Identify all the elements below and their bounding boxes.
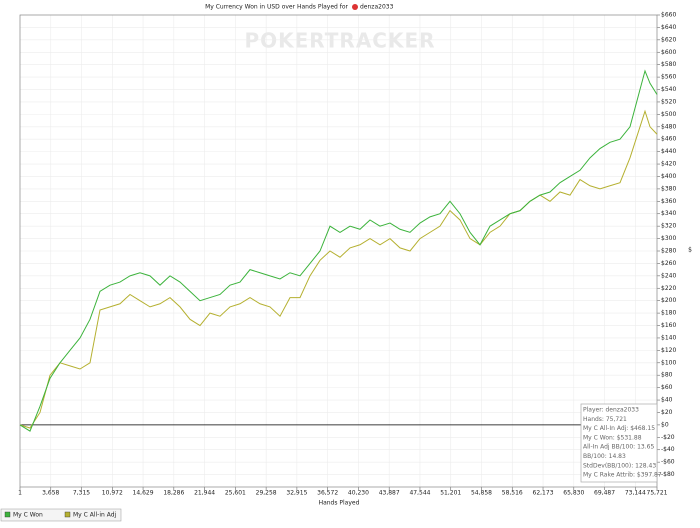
x-tick-label: 69,487 (594, 490, 615, 497)
y-tick-label: $300 (661, 235, 676, 242)
y-tick-label: $240 (661, 272, 676, 279)
y-tick-label: $20 (661, 409, 673, 416)
info-line: My C Rake Attrib: $397.87 (583, 472, 662, 479)
y-tick-label: $420 (661, 161, 676, 168)
x-tick-label: 51,201 (440, 490, 461, 497)
chart-player: denza2033 (360, 4, 394, 11)
info-line: StdDev(BB/100): 128.43 (583, 462, 656, 469)
x-tick-label: 3,658 (42, 490, 59, 497)
y-tick-label: $320 (661, 223, 676, 230)
x-tick-label: 29,258 (256, 490, 277, 497)
y-tick-label: $640 (661, 24, 676, 31)
info-line: BB/100: 14.83 (583, 453, 626, 460)
y-tick-label: $520 (661, 98, 676, 105)
legend-box (0, 508, 122, 522)
y-tick-label: $400 (661, 173, 676, 180)
y-tick-label: $100 (661, 359, 676, 366)
y-tick-label: $80 (661, 372, 673, 379)
info-line: My C Won: $531.88 (583, 434, 642, 441)
x-tick-label: 43,887 (379, 490, 400, 497)
y-tick-label: -$80 (661, 471, 675, 478)
x-tick-label: 10,972 (102, 490, 123, 497)
player-icon (352, 4, 358, 10)
x-tick-label: 73,144 (625, 490, 646, 497)
info-line: Hands: 75,721 (583, 416, 627, 423)
x-tick-label: 18,286 (163, 490, 184, 497)
chart-title: My Currency Won in USD over Hands Played… (205, 4, 348, 11)
y-tick-label: $340 (661, 210, 676, 217)
watermark: POKERTRACKER (244, 29, 435, 53)
y-tick-label: $0 (661, 421, 669, 428)
x-tick-label: 36,572 (317, 490, 338, 497)
y-tick-label: $40 (661, 397, 673, 404)
y-tick-label: $660 (661, 12, 676, 19)
y-tick-label: $440 (661, 148, 676, 155)
y-tick-label: $580 (661, 61, 676, 68)
x-tick-label: 65,830 (563, 490, 584, 497)
x-tick-label: 7,315 (73, 490, 90, 497)
series-line (19, 109, 658, 429)
y-tick-label: $600 (661, 49, 676, 56)
y-tick-label: $380 (661, 185, 676, 192)
y-tick-label: $120 (661, 347, 676, 354)
y-tick-label: $220 (661, 285, 676, 292)
x-tick-label: 1 (18, 490, 22, 497)
x-tick-label: 25,601 (225, 490, 246, 497)
y-tick-label: -$60 (661, 459, 675, 466)
y-tick-label: $540 (661, 86, 676, 93)
y-tick-label: $60 (661, 384, 673, 391)
x-tick-label: 40,230 (348, 490, 369, 497)
info-line: My C All-In Adj: $468.15 (583, 425, 655, 432)
x-tick-label: 54,858 (471, 490, 492, 497)
y-tick-label: $500 (661, 111, 676, 118)
y-tick-label: $560 (661, 74, 676, 81)
y-tick-label: $200 (661, 297, 676, 304)
y-tick-label: $480 (661, 123, 676, 130)
x-tick-label: 21,944 (194, 490, 215, 497)
y-tick-label: $280 (661, 248, 676, 255)
legend-label: My C Won (13, 512, 43, 519)
y-tick-label: -$40 (661, 446, 675, 453)
y-tick-label: $360 (661, 198, 676, 205)
legend-swatch (64, 511, 71, 518)
x-tick-label: 75,721 (647, 490, 668, 497)
legend-label: My C All-in Adj (73, 512, 117, 519)
plot-frame (19, 14, 658, 488)
info-line: All-In Adj BB/100: 13.65 (583, 444, 654, 451)
y-tick-label: $260 (661, 260, 676, 267)
legend-swatch (4, 511, 11, 518)
x-tick-label: 62,173 (533, 490, 554, 497)
x-axis-label: Hands Played (319, 500, 360, 507)
info-box (580, 403, 658, 483)
y-tick-label: $460 (661, 136, 676, 143)
x-tick-label: 58,516 (502, 490, 523, 497)
x-tick-label: 14,629 (133, 490, 154, 497)
y-axis-label: $ (688, 247, 692, 254)
y-tick-label: $180 (661, 310, 676, 317)
y-tick-label: $620 (661, 36, 676, 43)
series-line (19, 69, 658, 432)
y-tick-label: -$20 (661, 434, 675, 441)
y-tick-label: $160 (661, 322, 676, 329)
x-tick-label: 47,544 (409, 490, 430, 497)
info-line: Player: denza2033 (583, 407, 639, 414)
x-tick-label: 32,915 (286, 490, 307, 497)
y-tick-label: $140 (661, 334, 676, 341)
